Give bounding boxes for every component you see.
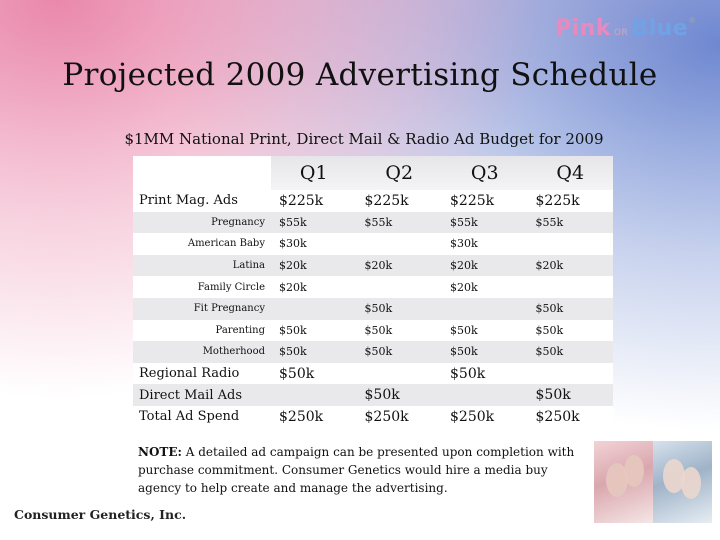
row-cell-q3: $225k [450, 192, 495, 209]
pink-photo-panel [594, 441, 653, 523]
row-label: Direct Mail Ads [139, 387, 243, 403]
row-cell-q4: $50k [535, 302, 564, 316]
table-row: Fit Pregnancy $50k $50k [133, 297, 613, 320]
row-cell-q4: $55k [535, 215, 564, 229]
table-row: Parenting $50k $50k $50k $50k [133, 319, 613, 342]
row-cell-q3: $20k [450, 280, 478, 294]
row-label: Total Ad Spend [139, 409, 240, 425]
header-q3: Q3 [470, 162, 499, 184]
row-cell-q1: $20k [279, 280, 307, 294]
page-title: Projected 2009 Advertising Schedule [62, 57, 658, 93]
table-row: Pregnancy $55k $55k $55k $55k [133, 211, 613, 234]
budget-subtitle: $1MM National Print, Direct Mail & Radio… [124, 130, 604, 148]
row-cell-q2: $50k [364, 302, 393, 316]
row-cell-q2: $50k [364, 323, 393, 337]
row-cell-q4: $50k [535, 387, 571, 404]
row-label: Parenting [215, 324, 265, 336]
table-body: Print Mag. Ads $225k $225k $225k $225k Pregna… [133, 190, 613, 428]
blue-photo-panel [653, 441, 712, 523]
row-cell-q4: $20k [535, 259, 564, 273]
row-cell-q3: $30k [450, 237, 478, 251]
note-paragraph: NOTE: A detailed ad campaign can be pres… [138, 443, 578, 497]
row-cell-q1: $50k [279, 345, 307, 359]
table-row: Total Ad Spend $250k $250k $250k $250k [133, 405, 613, 428]
row-cell-q3: $250k [450, 408, 495, 425]
row-cell-q3: $50k [450, 345, 478, 359]
row-cell-q1: $55k [279, 215, 307, 229]
row-cell-q3: $55k [450, 215, 478, 229]
table-row: Motherhood $50k $50k $50k $50k [133, 341, 613, 363]
row-cell-q2: $50k [364, 345, 393, 359]
row-cell-q2: $250k [364, 408, 409, 425]
table-row: Latina $20k $20k $20k $20k [133, 254, 613, 277]
row-cell-q4: $50k [535, 323, 564, 337]
baby-feet-photo [594, 441, 712, 523]
table-row: Regional Radio $50k $50k [133, 362, 613, 385]
row-cell-q1: $20k [279, 259, 307, 273]
header-q4: Q4 [556, 162, 585, 184]
company-footer: Consumer Genetics, Inc. [14, 507, 187, 522]
row-cell-q4: $50k [535, 345, 564, 359]
row-label: American Baby [187, 238, 265, 250]
row-cell-q1: $50k [279, 365, 315, 382]
row-label: Latina [232, 260, 265, 272]
row-cell-q2: $55k [364, 215, 393, 229]
brand-logo: Pink OR Blue® [555, 16, 697, 41]
row-cell-q3: $20k [450, 259, 478, 273]
logo-trademark: ® [688, 16, 697, 25]
logo-pink: Pink [555, 16, 611, 41]
note-heading: NOTE: [138, 445, 182, 459]
row-label: Fit Pregnancy [193, 303, 265, 315]
row-cell-q1: $250k [279, 408, 324, 425]
schedule-table: Q1 Q2 Q3 Q4 Print Mag. Ads $225k $225k $225… [133, 156, 613, 428]
row-cell-q3: $50k [450, 323, 478, 337]
row-cell-q3: $50k [450, 365, 486, 382]
row-label: Print Mag. Ads [139, 193, 238, 209]
header-blank [133, 156, 271, 190]
row-label: Pregnancy [211, 216, 265, 228]
row-label: Motherhood [202, 346, 265, 358]
row-cell-q2: $225k [364, 192, 409, 209]
table-row: American Baby $30k $30k [133, 233, 613, 255]
logo-or: OR [613, 28, 629, 38]
row-label: Regional Radio [139, 366, 240, 382]
row-cell-q1: $225k [279, 192, 324, 209]
row-label: Family Circle [197, 281, 265, 293]
table-row: Direct Mail Ads $50k $50k [133, 384, 613, 406]
row-cell-q1: $50k [279, 323, 307, 337]
row-cell-q4: $225k [535, 192, 580, 209]
header-q2: Q2 [385, 162, 414, 184]
row-cell-q2: $50k [364, 387, 400, 404]
row-cell-q2: $20k [364, 259, 393, 273]
table-row: Family Circle $20k $20k [133, 276, 613, 298]
note-text: A detailed ad campaign can be presented … [138, 445, 575, 495]
table-row: Print Mag. Ads $225k $225k $225k $225k [133, 190, 613, 212]
header-q1: Q1 [299, 162, 328, 184]
row-cell-q4: $250k [535, 408, 580, 425]
table-header-row: Q1 Q2 Q3 Q4 [133, 156, 613, 190]
logo-blue: Blue [631, 16, 689, 41]
row-cell-q1: $30k [279, 237, 307, 251]
